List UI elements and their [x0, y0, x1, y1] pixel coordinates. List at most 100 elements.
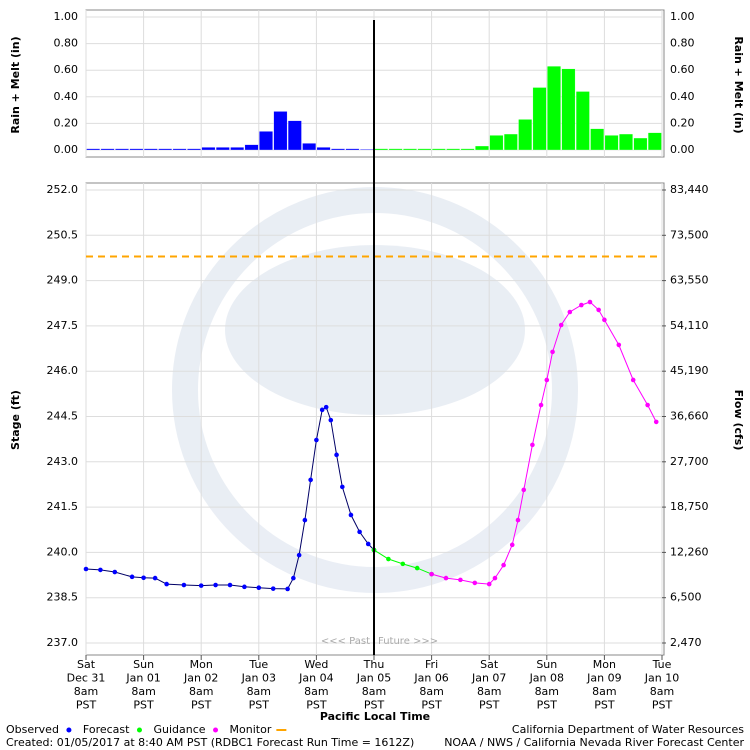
data-point — [472, 580, 478, 586]
y2-axis-label: Flow (cfs) — [732, 390, 745, 451]
data-point — [256, 585, 262, 591]
bar — [590, 128, 605, 151]
y2-tick-label: 36,660 — [670, 410, 709, 423]
y2-tick-label: 27,700 — [670, 455, 709, 468]
data-point — [544, 377, 550, 383]
annotation: Future >>> — [378, 636, 438, 647]
x-tick-label: Mon — [593, 658, 616, 671]
x-tick-label: Jan 05 — [356, 672, 391, 685]
data-point — [270, 586, 276, 591]
data-point — [340, 484, 345, 490]
bar — [619, 133, 633, 151]
data-point — [365, 541, 371, 547]
data-point — [323, 404, 329, 410]
y-axis-label: Rain + Melt (in) — [9, 36, 22, 133]
x-tick-label: Jan 09 — [586, 672, 621, 685]
x-axis-label: Pacific Local Time — [320, 710, 430, 723]
y-tick-label: 0.80 — [54, 37, 79, 50]
data-point — [291, 575, 296, 581]
legend-marker — [136, 727, 142, 733]
x-tick-label: Thu — [363, 658, 385, 671]
x-tick-label: Jan 08 — [529, 672, 564, 685]
data-point — [242, 584, 247, 590]
x-tick-label: Jan 02 — [183, 672, 218, 685]
data-point — [602, 317, 607, 323]
bar — [287, 120, 302, 151]
data-point — [530, 442, 535, 448]
x-tick-label: PST — [364, 699, 385, 712]
x-tick-label: Jan 07 — [471, 672, 506, 685]
y2-tick-label: 18,750 — [670, 500, 709, 513]
bar — [532, 87, 547, 151]
data-point — [308, 477, 313, 483]
data-point — [357, 529, 362, 535]
x-tick-label: PST — [537, 699, 558, 712]
y2-tick-label: 0.00 — [670, 143, 695, 156]
data-point — [319, 407, 325, 413]
y2-tick-label: 45,190 — [670, 364, 709, 377]
x-tick-label: PST — [249, 699, 270, 712]
data-point — [198, 583, 204, 588]
x-tick-label: PST — [306, 699, 327, 712]
data-point — [386, 556, 391, 562]
y-tick-label: 247.5 — [47, 319, 79, 332]
y-tick-label: 240.0 — [47, 545, 79, 558]
x-tick-label: Jan 06 — [413, 672, 448, 685]
legend-label: Observed — [6, 723, 59, 736]
x-tick-label: Sat — [77, 658, 96, 671]
x-tick-label: 8am — [247, 685, 271, 698]
legend-label: Guidance — [153, 723, 205, 736]
legend-marker — [66, 727, 72, 733]
data-point — [492, 575, 498, 581]
y-tick-label: 0.40 — [54, 90, 79, 103]
x-tick-label: 8am — [304, 685, 328, 698]
y-tick-label: 238.5 — [47, 591, 79, 604]
bar — [143, 148, 158, 151]
x-tick-label: PST — [421, 699, 442, 712]
bar — [388, 148, 403, 151]
bar — [230, 147, 245, 151]
y-tick-label: 249.0 — [47, 274, 79, 287]
data-point — [98, 567, 103, 573]
data-point — [213, 582, 218, 588]
data-point — [645, 402, 650, 408]
bar — [172, 148, 187, 151]
x-tick-label: 8am — [477, 685, 501, 698]
bar — [446, 148, 461, 151]
x-tick-label: Mon — [190, 658, 213, 671]
y-tick-label: 0.60 — [54, 63, 79, 76]
data-point — [616, 342, 622, 348]
data-point — [181, 582, 187, 588]
y2-tick-label: 0.60 — [670, 63, 695, 76]
bar — [475, 145, 489, 151]
bar — [575, 91, 590, 151]
y2-tick-label: 6,500 — [670, 591, 702, 604]
x-tick-label: PST — [191, 699, 212, 712]
x-tick-label: 8am — [419, 685, 443, 698]
y2-tick-label: 0.40 — [670, 90, 695, 103]
x-tick-label: 8am — [362, 685, 386, 698]
bar — [547, 66, 561, 151]
data-point — [152, 575, 158, 581]
bar — [316, 147, 331, 151]
bar — [273, 111, 288, 151]
data-point — [141, 575, 146, 581]
x-tick-label: Jan 10 — [644, 672, 679, 685]
bar — [359, 149, 374, 151]
data-point — [129, 574, 135, 580]
legend-label: Monitor — [230, 723, 272, 736]
x-tick-label: Tue — [652, 658, 672, 671]
y-tick-label: 244.5 — [47, 410, 79, 423]
legend-label: Forecast — [83, 723, 130, 736]
bar — [633, 137, 648, 151]
data-point — [630, 377, 636, 383]
x-tick-label: Sun — [536, 658, 557, 671]
x-tick-label: 8am — [592, 685, 616, 698]
data-point — [334, 452, 339, 458]
y2-tick-label: 12,260 — [670, 545, 709, 558]
footer: NOAA / NWS / California Nevada River For… — [444, 736, 744, 749]
bar — [331, 148, 345, 151]
data-point — [567, 309, 573, 315]
bar — [259, 131, 273, 151]
x-tick-label: Jan 01 — [125, 672, 160, 685]
